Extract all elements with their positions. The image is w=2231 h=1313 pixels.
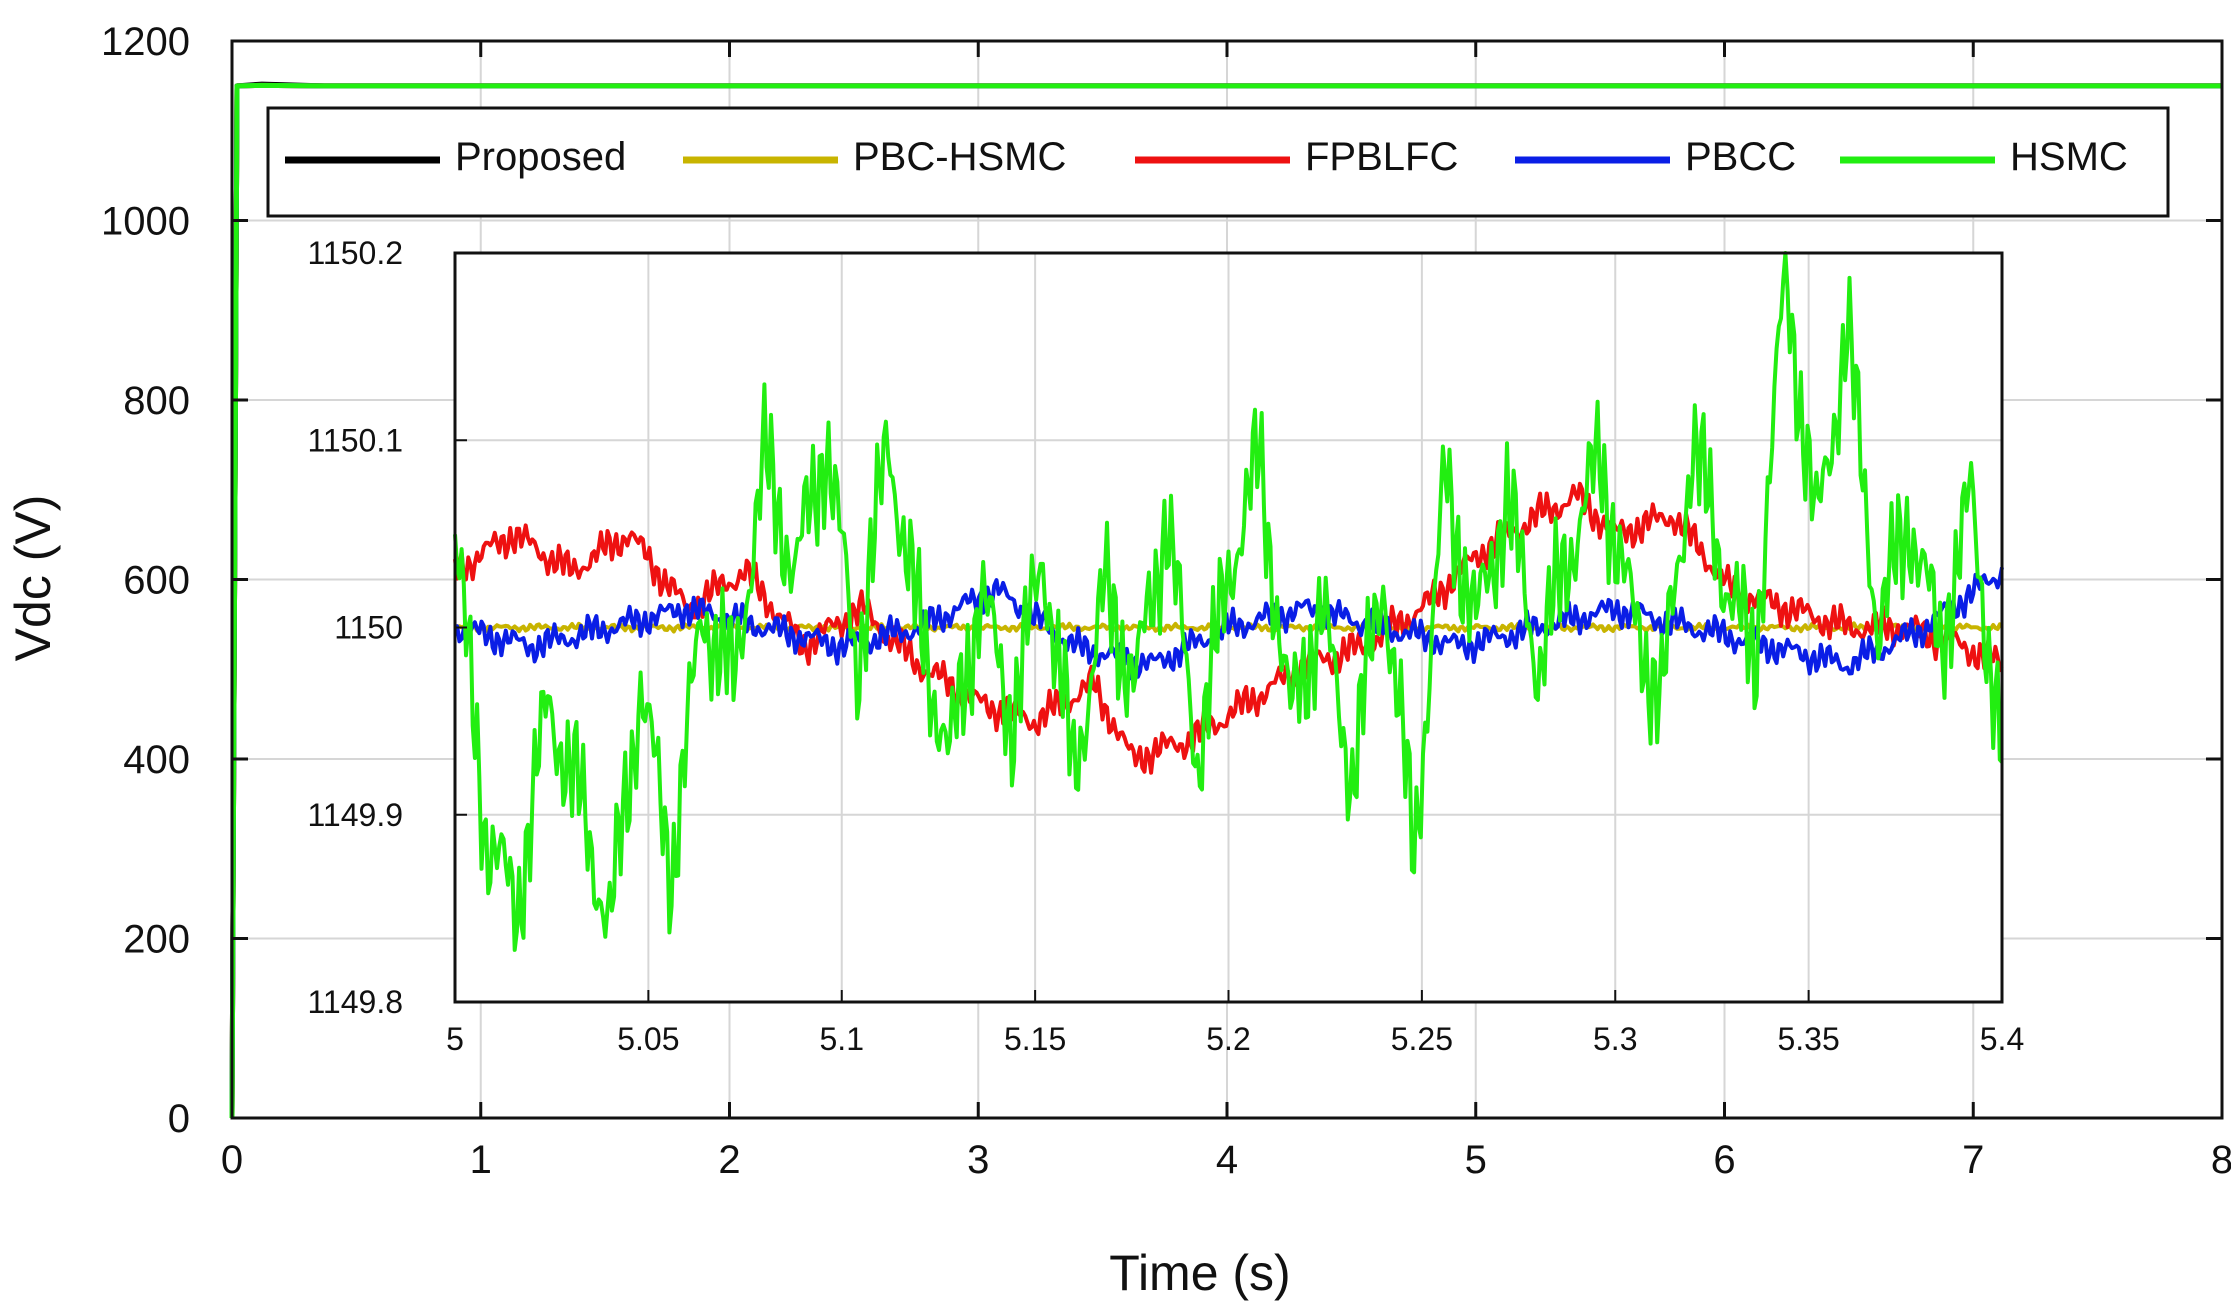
inset-y-tick-label: 1149.9 bbox=[308, 797, 404, 833]
inset-x-tick-label: 5.25 bbox=[1391, 1021, 1453, 1057]
legend-items: Proposed PBC-HSMC FPBLFC PBCC HSMC bbox=[285, 135, 2128, 179]
main-y-tick-label: 1200 bbox=[101, 20, 190, 64]
inset-y-tick-labels: 1149.8 1149.9 1150 1150.1 1150.2 bbox=[308, 235, 404, 1020]
main-series-hsmc-line bbox=[229, 82, 2222, 1119]
main-x-tick-label: 2 bbox=[718, 1138, 740, 1182]
inset-x-tick-label: 5.15 bbox=[1004, 1021, 1066, 1057]
main-x-tick-label: 1 bbox=[470, 1138, 492, 1182]
main-y-tick-label: 200 bbox=[123, 918, 190, 962]
main-x-tick-label: 7 bbox=[1962, 1138, 1984, 1182]
inset-x-tick-label: 5.3 bbox=[1593, 1021, 1637, 1057]
main-y-tick-labels: 0 200 400 600 800 1000 1200 bbox=[101, 20, 190, 1141]
inset-y-tick-label: 1149.8 bbox=[308, 984, 404, 1020]
inset-x-tick-label: 5.1 bbox=[820, 1021, 864, 1057]
legend-label-pbc-hsmc: PBC-HSMC bbox=[853, 135, 1066, 179]
inset-series-group bbox=[453, 251, 2004, 952]
inset-x-tick-label: 5.35 bbox=[1777, 1021, 1839, 1057]
inset-tick-marks bbox=[454, 252, 2003, 1003]
inset-x-tick-label: 5.05 bbox=[617, 1021, 679, 1057]
legend: Proposed PBC-HSMC FPBLFC PBCC HSMC bbox=[266, 106, 2170, 218]
inset-series-hsmc-line bbox=[453, 251, 2004, 952]
inset-y-tick-label: 1150 bbox=[334, 610, 403, 646]
main-x-tick-label: 8 bbox=[2211, 1138, 2231, 1182]
inset-y-tick-label: 1150.1 bbox=[308, 422, 404, 458]
main-y-tick-label: 400 bbox=[123, 738, 190, 782]
inset-chart: 5 5.05 5.1 5.15 5.2 5.25 5.3 5.35 5.4 1149.81149… bbox=[308, 235, 2025, 1057]
inset-x-tick-label: 5 bbox=[446, 1021, 464, 1057]
inset-x-tick-labels: 5 5.05 5.1 5.15 5.2 5.25 5.3 5.35 5.4 bbox=[446, 1021, 2024, 1057]
main-y-tick-label: 0 bbox=[168, 1097, 190, 1141]
main-x-tick-label: 3 bbox=[967, 1138, 989, 1182]
legend-label-pbcc: PBCC bbox=[1685, 135, 1796, 179]
main-series-group bbox=[229, 81, 2222, 1119]
inset-series-pbcc-line bbox=[453, 567, 2004, 681]
main-y-tick-label: 800 bbox=[123, 379, 190, 423]
main-x-tick-labels: 0 1 2 3 4 5 6 7 8 bbox=[221, 1138, 2231, 1182]
main-x-tick-label: 5 bbox=[1465, 1138, 1487, 1182]
legend-label-fpblfc: FPBLFC bbox=[1305, 135, 1458, 179]
main-tick-marks bbox=[230, 39, 2224, 1120]
legend-label-hsmc: HSMC bbox=[2010, 135, 2128, 179]
main-x-tick-label: 0 bbox=[221, 1138, 243, 1182]
main-y-tick-label: 600 bbox=[123, 559, 190, 603]
y-axis-label: Vdc (V) bbox=[5, 495, 61, 662]
main-y-tick-label: 1000 bbox=[101, 200, 190, 244]
main-x-tick-label: 6 bbox=[1713, 1138, 1735, 1182]
inset-x-tick-label: 5.4 bbox=[1980, 1021, 2024, 1057]
inset-y-tick-label: 1150.2 bbox=[308, 235, 404, 271]
main-x-tick-label: 4 bbox=[1216, 1138, 1238, 1182]
legend-label-proposed: Proposed bbox=[455, 135, 626, 179]
x-axis-label: Time (s) bbox=[1109, 1245, 1290, 1301]
inset-x-tick-label: 5.2 bbox=[1206, 1021, 1250, 1057]
